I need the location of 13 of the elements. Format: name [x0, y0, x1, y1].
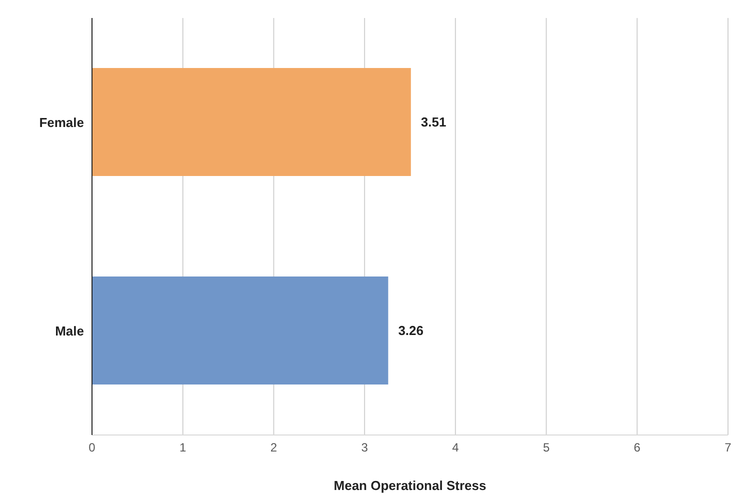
x-tick-label: 6	[634, 440, 641, 455]
x-tick-label: 0	[88, 440, 96, 455]
x-tick-label: 1	[180, 440, 187, 455]
y-tick-label: Female	[39, 114, 84, 130]
x-tick-label: 5	[542, 440, 550, 455]
data-label: 3.26	[398, 323, 424, 338]
x-axis-title: Mean Operational Stress	[334, 478, 486, 493]
x-tick-label: 7	[724, 440, 732, 455]
x-tick-label: 4	[452, 440, 460, 455]
x-tick-label: 2	[270, 440, 278, 455]
x-tick-label: 3	[361, 440, 368, 455]
y-tick-label: Male	[55, 323, 84, 338]
data-label: 3.51	[420, 114, 446, 130]
